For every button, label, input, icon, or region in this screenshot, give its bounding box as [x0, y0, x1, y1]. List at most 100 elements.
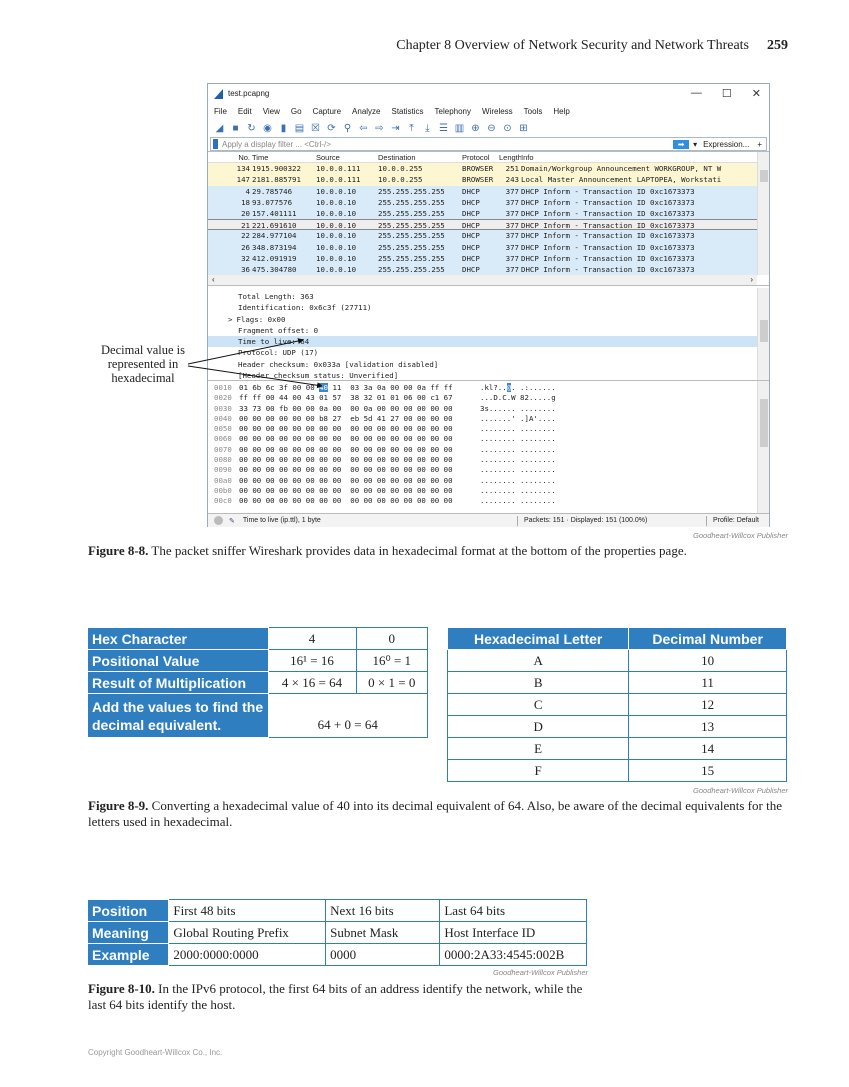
column-header-source[interactable]: Source	[316, 153, 340, 162]
open-icon[interactable]: ▮	[280, 122, 287, 134]
filter-dropdown-icon[interactable]: ▾	[693, 139, 698, 149]
packet-row[interactable]: 20 157.401111 10.0.0.10 255.255.255.255 DHCP…	[208, 207, 769, 220]
zoom-in-icon[interactable]: ⊕	[471, 122, 480, 134]
packet-list-hscrollbar[interactable]: ‹ ›	[208, 275, 757, 285]
find-icon[interactable]: ⚲	[343, 122, 352, 134]
packet-row[interactable]: 32 412.091919 10.0.0.10 255.255.255.255 DHCP…	[208, 252, 769, 264]
forward-icon[interactable]: ⇨	[375, 122, 384, 134]
packet-time: 93.077576	[252, 197, 293, 207]
detail-row[interactable]: Time to live: 64	[208, 336, 769, 348]
options-icon[interactable]: ◉	[263, 122, 272, 134]
hex-row[interactable]: 0060 00 00 00 00 00 00 00 00 00 00 00 00 …	[208, 434, 769, 444]
menu-file[interactable]: File	[214, 106, 227, 116]
hex-row[interactable]: 0010 01 6b 6c 3f 00 00 40 11 03 3a 0a 00 …	[208, 383, 769, 393]
packet-row[interactable]: 36 475.304780 10.0.0.10 255.255.255.255 DHCP…	[208, 263, 769, 276]
packet-list-scrollbar[interactable]	[757, 152, 769, 275]
hex-byte-selected[interactable]: 40	[319, 383, 328, 392]
edit-comment-icon[interactable]: ✎	[229, 517, 235, 525]
hex-row[interactable]: 00b0 00 00 00 00 00 00 00 00 00 00 00 00 …	[208, 486, 769, 496]
menu-wireless[interactable]: Wireless	[482, 106, 513, 116]
zoom-out-icon[interactable]: ⊖	[487, 122, 496, 134]
detail-row[interactable]: Total Length: 363	[208, 291, 769, 302]
annotation-label: Decimal value is represented in hexadeci…	[101, 343, 185, 385]
packet-proto: DHCP	[462, 253, 480, 263]
detail-row[interactable]: Header checksum: 0x033a [validation disa…	[208, 359, 769, 370]
scroll-right-icon[interactable]: ›	[750, 275, 753, 284]
column-header-info[interactable]: Info	[521, 153, 534, 162]
hex-row[interactable]: 0050 00 00 00 00 00 00 00 00 00 00 00 00 …	[208, 424, 769, 434]
first-icon[interactable]: ⤒	[409, 122, 414, 134]
restart-icon[interactable]: ↻	[247, 122, 256, 134]
packet-row[interactable]: 21 221.691610 10.0.0.10 255.255.255.255 DHCP…	[208, 219, 769, 231]
save-icon[interactable]: ▤	[294, 122, 305, 134]
hex-row[interactable]: 0070 00 00 00 00 00 00 00 00 00 00 00 00 …	[208, 445, 769, 455]
hex-bytes: 00 00 00 00 00 00 00 00 00 00 00 00 00 0…	[239, 434, 453, 444]
zoom-reset-icon[interactable]: ⊙	[503, 122, 512, 134]
expression-button[interactable]: Expression...	[703, 139, 750, 149]
menu-edit[interactable]: Edit	[237, 106, 252, 116]
autoscroll-icon[interactable]: ☰	[439, 122, 448, 134]
minimize-button[interactable]: —	[690, 87, 702, 99]
maximize-button[interactable]: ☐	[721, 88, 732, 100]
menu-analyze[interactable]: Analyze	[352, 106, 381, 116]
menu-capture[interactable]: Capture	[312, 106, 342, 116]
packet-row[interactable]: 26 348.873194 10.0.0.10 255.255.255.255 DHCP…	[208, 241, 769, 253]
detail-row[interactable]: Identification: 0x6c3f (27711)	[208, 302, 769, 313]
column-header-no[interactable]: No.	[238, 153, 250, 162]
last-icon[interactable]: ⤓	[425, 122, 430, 134]
arrow-to-ttl	[187, 338, 304, 365]
packet-row[interactable]: 18 93.077576 10.0.0.10 255.255.255.255 DHCP 3…	[208, 196, 769, 208]
table-cell: 0000	[325, 943, 441, 966]
details-scrollbar[interactable]	[757, 288, 769, 380]
table-cell: 10	[628, 649, 787, 672]
menu-go[interactable]: Go	[290, 106, 302, 116]
reload-icon[interactable]: ⟳	[327, 122, 336, 134]
hex-row[interactable]: 0040 00 00 00 00 00 00 b8 27 eb 5d 41 27 …	[208, 414, 769, 424]
packet-row[interactable]: 134 1915.900322 10.0.0.111 10.0.0.255 BROWSE…	[208, 163, 769, 175]
menu-help[interactable]: Help	[553, 106, 570, 116]
bytes-scrollbar[interactable]	[757, 381, 769, 513]
column-header-destination[interactable]: Destination	[378, 153, 416, 162]
close-button[interactable]: ✕	[751, 88, 761, 100]
column-header-protocol[interactable]: Protocol	[462, 153, 490, 162]
menu-telephony[interactable]: Telephony	[434, 106, 471, 116]
back-icon[interactable]: ⇦	[359, 122, 368, 134]
stop-icon[interactable]: ■	[232, 122, 239, 134]
packet-time: 2181.885791	[252, 175, 301, 185]
detail-row[interactable]: Protocol: UDP (17)	[208, 347, 769, 358]
shark-fin-icon[interactable]: ◢	[215, 122, 224, 134]
packet-row[interactable]: 4 29.785746 10.0.0.10 255.255.255.255 DHCP 37…	[208, 185, 769, 197]
hex-row[interactable]: 0080 00 00 00 00 00 00 00 00 00 00 00 00 …	[208, 455, 769, 465]
hex-row[interactable]: 0030 33 73 00 fb 00 00 0a 00 00 0a 00 00 …	[208, 404, 769, 414]
close-file-icon[interactable]: ☒	[311, 122, 320, 134]
status-profile[interactable]: Profile: Default	[713, 517, 759, 524]
menu-statistics[interactable]: Statistics	[391, 106, 424, 116]
display-filter-bar[interactable]: Apply a display filter ... <Ctrl-/> ➡ ▾ …	[210, 137, 767, 151]
apply-filter-arrow-icon[interactable]: ➡	[673, 139, 690, 149]
packet-row[interactable]: 22 284.977104 10.0.0.10 255.255.255.255 DHCP…	[208, 230, 769, 242]
scroll-left-icon[interactable]: ‹	[212, 275, 215, 284]
resize-columns-icon[interactable]: ⊞	[519, 122, 528, 134]
detail-row[interactable]: > Flags: 0x00	[208, 314, 769, 325]
expert-info-icon[interactable]	[214, 516, 223, 525]
add-filter-button[interactable]: +	[757, 139, 762, 149]
go-to-icon[interactable]: ⇥	[391, 122, 400, 134]
display-filter-input[interactable]: Apply a display filter ... <Ctrl-/>	[222, 139, 331, 149]
ascii-selected[interactable]: @	[506, 383, 512, 392]
column-header-length[interactable]: Length	[499, 153, 521, 162]
expand-icon[interactable]: >	[228, 314, 233, 324]
detail-text: Protocol: UDP (17)	[238, 348, 319, 358]
bookmark-icon[interactable]	[213, 139, 218, 149]
hex-row[interactable]: 0090 00 00 00 00 00 00 00 00 00 00 00 00 …	[208, 465, 769, 475]
colorize-icon[interactable]: ▥	[454, 122, 465, 134]
column-header-time[interactable]: Time	[252, 153, 269, 162]
hex-row[interactable]: 00a0 00 00 00 00 00 00 00 00 00 00 00 00 …	[208, 476, 769, 486]
hex-row[interactable]: 0020 ff ff 00 44 00 43 01 57 38 32 01 01 …	[208, 393, 769, 403]
hex-bytes: 00 00 00 00 00 00 b8 27 eb 5d 41 27 00 0…	[239, 413, 453, 423]
menu-view[interactable]: View	[262, 106, 280, 116]
table-cell: 4 × 16 = 64	[267, 671, 357, 694]
menu-tools[interactable]: Tools	[523, 106, 543, 116]
hex-row[interactable]: 00c0 00 00 00 00 00 00 00 00 00 00 00 00 …	[208, 496, 769, 506]
packet-row[interactable]: 147 2181.885791 10.0.0.111 10.0.0.255 BROWSE…	[208, 174, 769, 186]
detail-row[interactable]: Fragment offset: 0	[208, 325, 769, 336]
